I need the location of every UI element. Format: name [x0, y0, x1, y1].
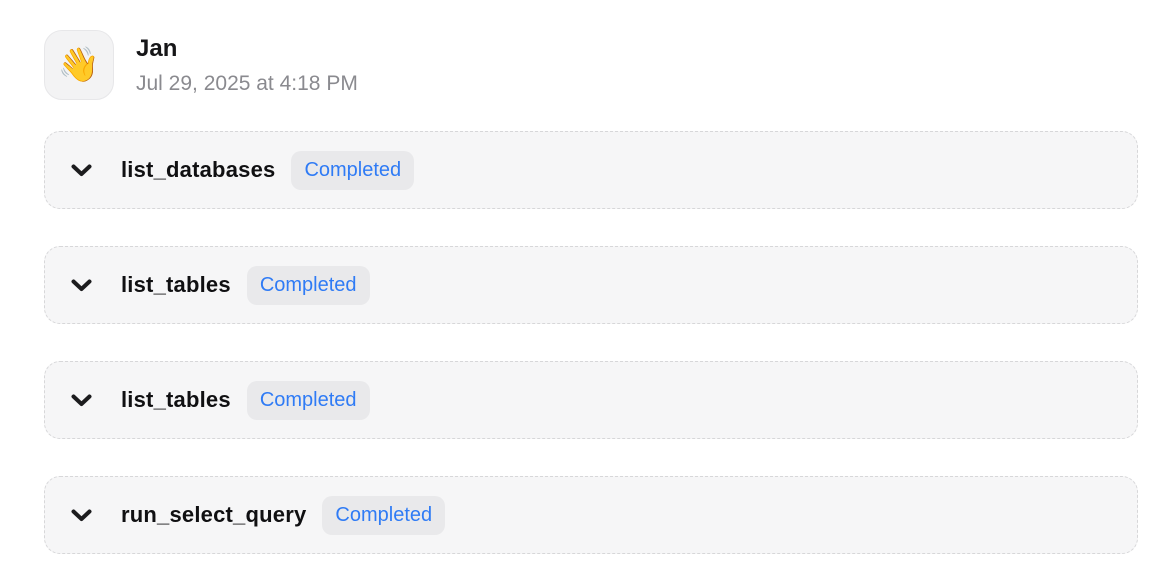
chevron-down-icon[interactable]	[71, 509, 92, 522]
chevron-down-icon[interactable]	[71, 164, 92, 177]
message-timestamp: Jul 29, 2025 at 4:18 PM	[136, 71, 358, 95]
tool-name: list_tables	[121, 272, 231, 297]
status-badge: Completed	[291, 150, 415, 190]
tool-call-card-list-tables-1[interactable]: list_tables Completed	[44, 246, 1138, 324]
waving-hand-emoji-icon: 👋	[57, 46, 101, 84]
message-header: 👋 Jan Jul 29, 2025 at 4:18 PM	[0, 0, 1174, 100]
tool-call-card-list-databases[interactable]: list_databases Completed	[44, 131, 1138, 209]
tool-call-list: list_databases Completed list_tables Com…	[0, 131, 1174, 554]
status-badge: Completed	[246, 380, 370, 420]
status-badge: Completed	[246, 265, 370, 305]
tool-name: run_select_query	[121, 502, 307, 527]
tool-call-card-list-tables-2[interactable]: list_tables Completed	[44, 361, 1138, 439]
chevron-down-icon[interactable]	[71, 394, 92, 407]
status-badge: Completed	[322, 495, 446, 535]
tool-call-card-run-select-query[interactable]: run_select_query Completed	[44, 476, 1138, 554]
header-text: Jan Jul 29, 2025 at 4:18 PM	[136, 30, 358, 96]
chevron-down-icon[interactable]	[71, 279, 92, 292]
tool-name: list_tables	[121, 387, 231, 412]
user-name: Jan	[136, 35, 178, 62]
avatar: 👋	[44, 30, 114, 100]
tool-name: list_databases	[121, 157, 276, 182]
